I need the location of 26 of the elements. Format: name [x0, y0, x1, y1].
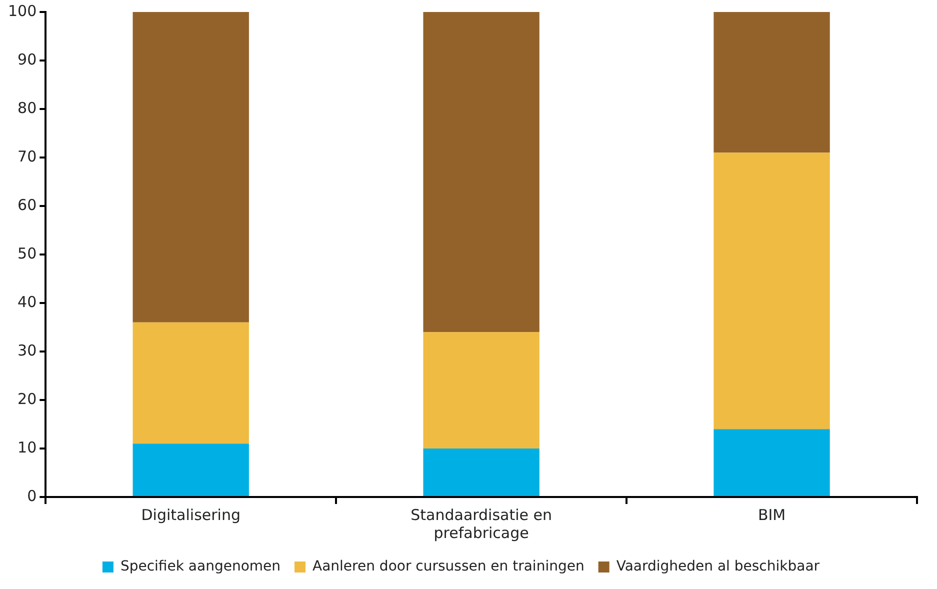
legend-label: Aanleren door cursussen en trainingen: [312, 558, 584, 575]
y-tick-label: 40: [18, 292, 37, 311]
bar: [714, 429, 830, 496]
legend-label: Specifiek aangenomen: [120, 558, 281, 575]
y-tick-label: 50: [18, 244, 37, 262]
bar: [132, 322, 249, 444]
y-tick-label: 0: [27, 486, 37, 505]
bar: [423, 448, 540, 496]
bar: [714, 152, 830, 430]
y-tick-label: 60: [18, 196, 37, 214]
y-tick-label: 10: [18, 438, 37, 456]
x-tick-label: BIM: [758, 506, 786, 524]
y-tick-label: 30: [18, 341, 37, 360]
x-tick-label: Digitalisering: [141, 506, 240, 524]
bar: [714, 12, 830, 153]
y-tick-label: 70: [18, 147, 37, 166]
bar: [423, 12, 540, 332]
y-tick-label: 80: [18, 98, 37, 117]
y-tick-label: 20: [18, 390, 37, 408]
x-tick-label: Standaardisatie en prefabricage: [410, 506, 552, 542]
legend-label: Vaardigheden al beschikbaar: [616, 558, 820, 575]
y-tick-label: 90: [18, 50, 37, 68]
bar: [132, 12, 249, 322]
bar: [132, 444, 249, 496]
bar: [423, 332, 540, 448]
y-tick-label: 100: [8, 2, 37, 20]
